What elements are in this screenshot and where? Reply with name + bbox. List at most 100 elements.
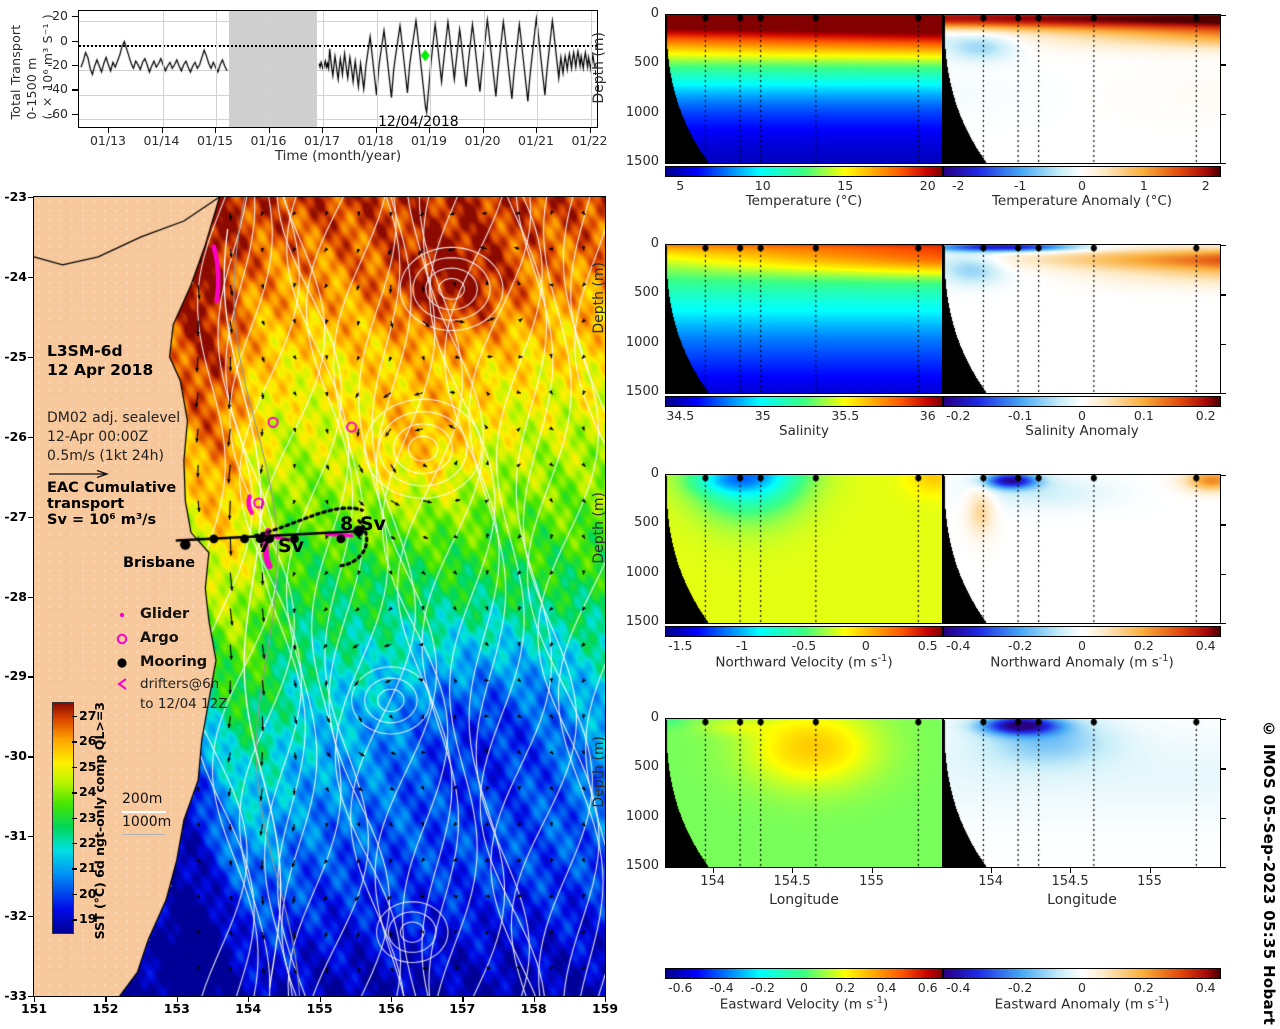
tick-mark bbox=[1221, 343, 1226, 345]
timeseries-x-tick: 01/18 bbox=[357, 133, 394, 148]
eastward-velocity-longitude-axis-title: Longitude bbox=[769, 892, 839, 908]
salinity-anomaly-colorbar[interactable] bbox=[943, 396, 1221, 407]
eastward-velocity-colorbar-tick: -0.4 bbox=[709, 980, 734, 995]
eastward-velocity-depth-tick: 1000 bbox=[625, 808, 659, 824]
eastward-velocity-depth-tick: 0 bbox=[650, 710, 659, 725]
salinity-colorbar[interactable] bbox=[665, 396, 943, 407]
gridline bbox=[483, 11, 485, 127]
salinity-anomaly-colorbar-tick: -0.1 bbox=[1007, 408, 1033, 423]
eastward-velocity-colorbar-tick: -0.6 bbox=[668, 980, 693, 995]
eastward-velocity-colorbar[interactable] bbox=[665, 968, 943, 979]
map-legend: Glider Argo Mooring drifters@6h to 12/04… bbox=[114, 602, 227, 714]
eac-line1: EAC Cumulative bbox=[47, 480, 177, 496]
map-latitude-tick: -32 bbox=[4, 908, 27, 924]
tick-mark bbox=[533, 996, 535, 1002]
timeseries-y-tick: 20 bbox=[52, 8, 68, 24]
argo-icon bbox=[116, 633, 128, 645]
legend-label-mooring: Mooring bbox=[140, 654, 208, 670]
sst-tick-mark bbox=[72, 893, 77, 896]
tick-mark bbox=[28, 276, 34, 279]
timeseries-x-tick: 01/17 bbox=[303, 133, 341, 148]
northward-velocity-plot-area[interactable] bbox=[665, 474, 943, 624]
tick-mark bbox=[1070, 868, 1072, 873]
tick-mark bbox=[589, 128, 591, 133]
northward-velocity-depth-tick: 500 bbox=[634, 515, 659, 531]
northward-velocity-colorbar[interactable] bbox=[665, 626, 943, 637]
temperature-colorbar[interactable] bbox=[665, 166, 943, 177]
map-longitude-tick: 152 bbox=[92, 1001, 119, 1016]
ts-ylabel-line1: Total Transport bbox=[8, 24, 23, 120]
eastward-anomaly-longitude-tick: 154.5 bbox=[1051, 874, 1089, 889]
northward-velocity-colorbar-tick: -0.5 bbox=[791, 638, 817, 653]
northward-anomaly-plot-area[interactable] bbox=[943, 474, 1221, 624]
tick-mark bbox=[712, 868, 714, 873]
legend-item-mooring: Mooring bbox=[114, 650, 227, 674]
map-depth-contour-legend: 200m 1000m bbox=[122, 790, 171, 836]
northward-anomaly-colorbar-tick: 0.2 bbox=[1133, 638, 1154, 653]
timeseries-plot-area[interactable] bbox=[78, 10, 598, 128]
eastward-anomaly-colorbar[interactable] bbox=[943, 968, 1221, 979]
copyright-text: © IMOS 05-Sep-2023 05:35 Hobart bbox=[1260, 720, 1278, 1026]
northward-velocity-colorbar-title: Northward Velocity (m s-1) bbox=[715, 653, 893, 671]
map-latitude-tick: -30 bbox=[4, 748, 27, 764]
salinity-colorbar-tick: 35 bbox=[754, 408, 771, 423]
temperature-anomaly-plot-area[interactable] bbox=[943, 14, 1221, 164]
eastward-velocity-field bbox=[666, 719, 942, 867]
salinity-colorbar-tick: 36 bbox=[919, 408, 936, 423]
sst-tick-label: 27 bbox=[79, 708, 97, 723]
timeseries-y-tick: -40 bbox=[47, 81, 68, 97]
temperature-depth-tick: 1000 bbox=[625, 104, 659, 120]
northward-anomaly-colorbar-tick: -0.4 bbox=[946, 638, 971, 653]
tick-mark bbox=[28, 516, 34, 518]
tick-mark bbox=[390, 996, 393, 1002]
eastward-anomaly-longitude-tick: 155 bbox=[1137, 874, 1162, 889]
mooring-icon bbox=[117, 658, 127, 668]
temperature-colorbar-tick: 10 bbox=[754, 178, 771, 193]
drifter-icon bbox=[117, 678, 127, 690]
salinity-colorbar-tick: 35.5 bbox=[831, 408, 860, 423]
eac-line3: Sv = 10⁶ m³/s bbox=[47, 512, 157, 528]
timeseries-date-annotation: 12/04/2018 bbox=[378, 114, 459, 130]
tick-mark bbox=[319, 996, 321, 1002]
map-latitude-tick: -27 bbox=[4, 508, 27, 524]
gridline bbox=[323, 11, 324, 127]
tick-mark bbox=[28, 436, 34, 438]
tick-mark bbox=[1221, 113, 1226, 115]
gridline bbox=[376, 11, 378, 127]
timeseries-y-axis-label: Total Transport 0-1500 m ( × 10⁶ m³ S⁻¹ … bbox=[8, 14, 55, 120]
tick-mark bbox=[28, 916, 34, 918]
eastward-anomaly-longitude-tick: 154 bbox=[978, 874, 1004, 889]
sst-tick-label: 24 bbox=[79, 784, 97, 800]
temperature-colorbar-tick: 5 bbox=[676, 178, 685, 193]
salinity-plot-area[interactable] bbox=[665, 244, 943, 394]
salinity-anomaly-plot-area[interactable] bbox=[943, 244, 1221, 394]
salinity-colorbar-title: Salinity bbox=[779, 423, 829, 439]
temperature-anomaly-colorbar[interactable] bbox=[943, 166, 1221, 177]
sst-tick-label: 19 bbox=[79, 911, 97, 927]
depth-contour-200m: 200m bbox=[122, 791, 163, 807]
tick-mark bbox=[1221, 768, 1226, 770]
eastward-velocity-colorbar-tick: 0.4 bbox=[876, 980, 897, 995]
eastward-velocity-plot-area[interactable] bbox=[665, 718, 943, 868]
northward-velocity-depth-tick: 0 bbox=[650, 466, 659, 481]
salinity-colorbar-gradient bbox=[666, 397, 942, 406]
sst-tick-label: 26 bbox=[79, 733, 97, 749]
eastward-anomaly-plot-area[interactable] bbox=[943, 718, 1221, 868]
eastward-anomaly-longitude-axis-title: Longitude bbox=[1047, 892, 1117, 908]
sst-tick-mark bbox=[72, 716, 77, 718]
tick-mark bbox=[990, 868, 992, 873]
map-longitude-tick: 153 bbox=[163, 1001, 190, 1016]
temperature-plot-area[interactable] bbox=[665, 14, 943, 164]
map-plot-area[interactable]: L3SM-6d 12 Apr 2018 DM02 adj. sealevel 1… bbox=[33, 196, 606, 997]
tick-mark bbox=[268, 128, 270, 133]
tick-mark bbox=[536, 128, 538, 133]
copyright-notice: © IMOS 05-Sep-2023 05:35 Hobart bbox=[1260, 720, 1278, 1029]
northward-anomaly-colorbar[interactable] bbox=[943, 626, 1221, 637]
legend-label-argo: Argo bbox=[140, 630, 179, 646]
tick-mark bbox=[482, 128, 484, 133]
tick-mark bbox=[792, 868, 794, 873]
glider-icon bbox=[119, 612, 125, 618]
northward-anomaly-colorbar-tick: 0.4 bbox=[1195, 638, 1216, 653]
